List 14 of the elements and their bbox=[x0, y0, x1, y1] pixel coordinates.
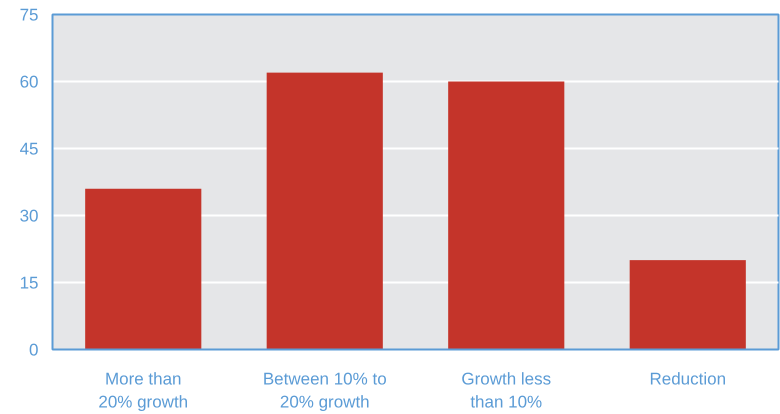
y-tick-label: 0 bbox=[29, 340, 39, 360]
x-tick-label: Growth less than 10% bbox=[461, 370, 552, 412]
y-tick-label: 75 bbox=[20, 6, 39, 24]
bar bbox=[630, 260, 746, 350]
x-tick-label: More than 20% growth bbox=[98, 370, 188, 412]
x-tick-label: Between 10% to 20% growth bbox=[262, 370, 387, 412]
bar bbox=[85, 188, 202, 350]
bar bbox=[448, 82, 564, 350]
y-tick-label: 30 bbox=[20, 206, 39, 226]
y-tick-label: 60 bbox=[20, 72, 39, 92]
bar bbox=[266, 72, 383, 350]
x-tick-label: Reduction bbox=[649, 370, 726, 388]
y-tick-label: 15 bbox=[20, 274, 39, 292]
y-tick-label: 45 bbox=[20, 140, 39, 158]
